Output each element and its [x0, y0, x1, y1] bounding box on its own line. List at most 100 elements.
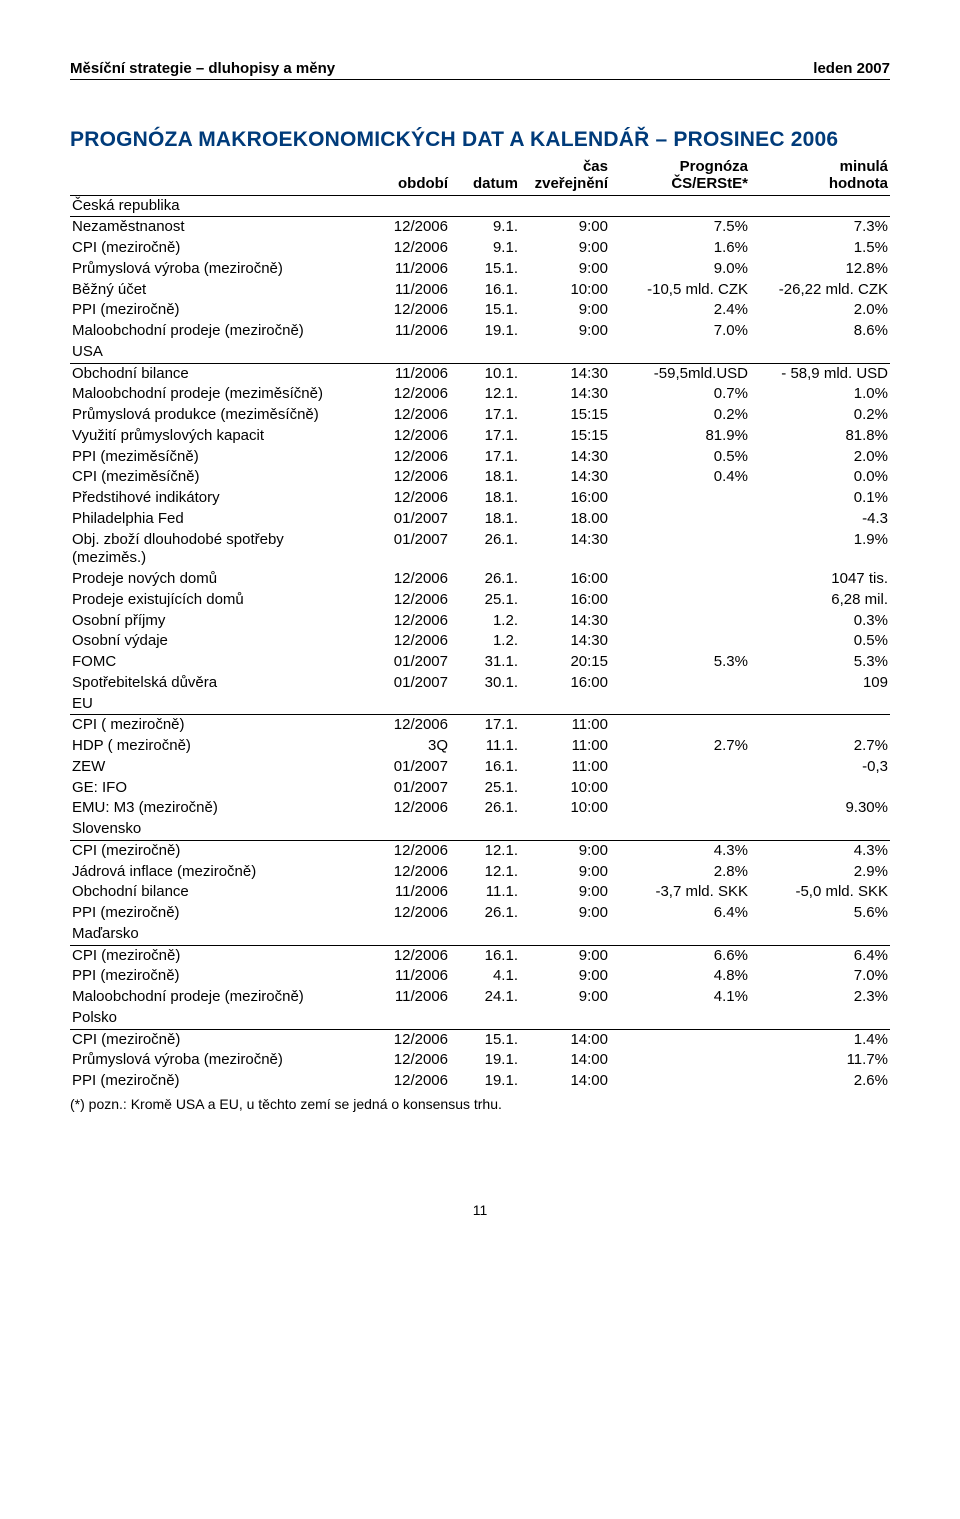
- table-row: CPI ( meziročně)12/200617.1.11:00: [70, 715, 890, 736]
- cell-period: 12/2006: [360, 217, 450, 238]
- section-row: Česká republika: [70, 195, 890, 217]
- cell-prev: 2.6%: [750, 1071, 890, 1092]
- cell-indicator: Průmyslová produkce (meziměsíčně): [70, 405, 360, 426]
- cell-time: 9:00: [520, 882, 610, 903]
- cell-prev: 1.9%: [750, 530, 890, 570]
- cell-date: 30.1.: [450, 673, 520, 694]
- table-row: Obchodní bilance11/200610.1.14:30-59,5ml…: [70, 363, 890, 384]
- cell-time: 15:15: [520, 405, 610, 426]
- cell-forecast: 5.3%: [610, 652, 750, 673]
- col-period: období: [360, 158, 450, 195]
- cell-prev: 1047 tis.: [750, 569, 890, 590]
- cell-period: 11/2006: [360, 966, 450, 987]
- cell-date: 26.1.: [450, 569, 520, 590]
- cell-indicator: Osobní výdaje: [70, 631, 360, 652]
- cell-time: 14:00: [520, 1071, 610, 1092]
- cell-prev: 4.3%: [750, 840, 890, 861]
- macro-calendar-table: období datum čas zveřejnění Prognóza ČS/…: [70, 158, 890, 1092]
- cell-time: 14:30: [520, 363, 610, 384]
- cell-indicator: Běžný účet: [70, 280, 360, 301]
- cell-prev: 7.0%: [750, 966, 890, 987]
- section-row: Slovensko: [70, 819, 890, 840]
- cell-period: 11/2006: [360, 363, 450, 384]
- cell-prev: 0.3%: [750, 611, 890, 632]
- cell-prev: -26,22 mld. CZK: [750, 280, 890, 301]
- table-row: Prodeje nových domů12/200626.1.16:001047…: [70, 569, 890, 590]
- cell-date: 12.1.: [450, 840, 520, 861]
- cell-period: 12/2006: [360, 405, 450, 426]
- cell-prev: [750, 778, 890, 799]
- cell-time: 10:00: [520, 280, 610, 301]
- cell-indicator: CPI (meziročně): [70, 840, 360, 861]
- cell-time: 9:00: [520, 903, 610, 924]
- table-row: Maloobchodní prodeje (meziměsíčně)12/200…: [70, 384, 890, 405]
- col-prev: minulá hodnota: [750, 158, 890, 195]
- cell-forecast: 0.2%: [610, 405, 750, 426]
- cell-time: 14:30: [520, 384, 610, 405]
- cell-date: 17.1.: [450, 715, 520, 736]
- section-label: Česká republika: [70, 195, 890, 217]
- cell-date: 26.1.: [450, 903, 520, 924]
- cell-indicator: CPI ( meziročně): [70, 715, 360, 736]
- cell-indicator: ZEW: [70, 757, 360, 778]
- cell-forecast: [610, 509, 750, 530]
- cell-forecast: [610, 798, 750, 819]
- cell-period: 12/2006: [360, 300, 450, 321]
- cell-date: 1.2.: [450, 631, 520, 652]
- cell-forecast: 6.6%: [610, 945, 750, 966]
- cell-forecast: -59,5mld.USD: [610, 363, 750, 384]
- page-header: Měsíční strategie – dluhopisy a měny led…: [70, 60, 890, 80]
- table-row: Maloobchodní prodeje (meziročně)11/20062…: [70, 987, 890, 1008]
- cell-indicator: GE: IFO: [70, 778, 360, 799]
- cell-time: 14:30: [520, 530, 610, 570]
- cell-time: 9:00: [520, 945, 610, 966]
- cell-date: 11.1.: [450, 736, 520, 757]
- cell-prev: 6.4%: [750, 945, 890, 966]
- cell-forecast: 4.3%: [610, 840, 750, 861]
- cell-forecast: [610, 488, 750, 509]
- cell-period: 12/2006: [360, 798, 450, 819]
- table-row: ZEW01/200716.1.11:00-0,3: [70, 757, 890, 778]
- cell-prev: 5.3%: [750, 652, 890, 673]
- table-row: EMU: M3 (meziročně)12/200626.1.10:009.30…: [70, 798, 890, 819]
- table-row: Spotřebitelská důvěra01/200730.1.16:0010…: [70, 673, 890, 694]
- cell-period: 11/2006: [360, 987, 450, 1008]
- cell-prev: 2.9%: [750, 862, 890, 883]
- table-row: CPI (meziročně)12/20069.1.9:001.6%1.5%: [70, 238, 890, 259]
- cell-time: 9:00: [520, 321, 610, 342]
- cell-time: 20:15: [520, 652, 610, 673]
- table-row: Osobní příjmy12/20061.2.14:300.3%: [70, 611, 890, 632]
- cell-indicator: PPI (meziročně): [70, 903, 360, 924]
- table-row: GE: IFO01/200725.1.10:00: [70, 778, 890, 799]
- cell-prev: -4.3: [750, 509, 890, 530]
- cell-date: 26.1.: [450, 530, 520, 570]
- cell-date: 9.1.: [450, 238, 520, 259]
- cell-date: 25.1.: [450, 590, 520, 611]
- cell-period: 12/2006: [360, 840, 450, 861]
- cell-date: 19.1.: [450, 1071, 520, 1092]
- cell-period: 12/2006: [360, 569, 450, 590]
- cell-forecast: [610, 611, 750, 632]
- cell-indicator: Spotřebitelská důvěra: [70, 673, 360, 694]
- section-row: USA: [70, 342, 890, 363]
- cell-indicator: PPI (meziročně): [70, 966, 360, 987]
- cell-date: 17.1.: [450, 405, 520, 426]
- cell-indicator: Maloobchodní prodeje (meziročně): [70, 987, 360, 1008]
- cell-forecast: [610, 1050, 750, 1071]
- cell-indicator: FOMC: [70, 652, 360, 673]
- cell-prev: - 58,9 mld. USD: [750, 363, 890, 384]
- cell-indicator: Průmyslová výroba (meziročně): [70, 259, 360, 280]
- cell-time: 11:00: [520, 715, 610, 736]
- cell-indicator: CPI (meziročně): [70, 238, 360, 259]
- page-title: PROGNÓZA MAKROEKONOMICKÝCH DAT A KALENDÁ…: [70, 128, 890, 152]
- cell-period: 12/2006: [360, 238, 450, 259]
- cell-forecast: 4.8%: [610, 966, 750, 987]
- cell-period: 12/2006: [360, 1029, 450, 1050]
- cell-period: 01/2007: [360, 778, 450, 799]
- cell-forecast: 9.0%: [610, 259, 750, 280]
- cell-date: 18.1.: [450, 467, 520, 488]
- cell-time: 11:00: [520, 757, 610, 778]
- cell-time: 16:00: [520, 673, 610, 694]
- cell-time: 14:30: [520, 447, 610, 468]
- cell-prev: 109: [750, 673, 890, 694]
